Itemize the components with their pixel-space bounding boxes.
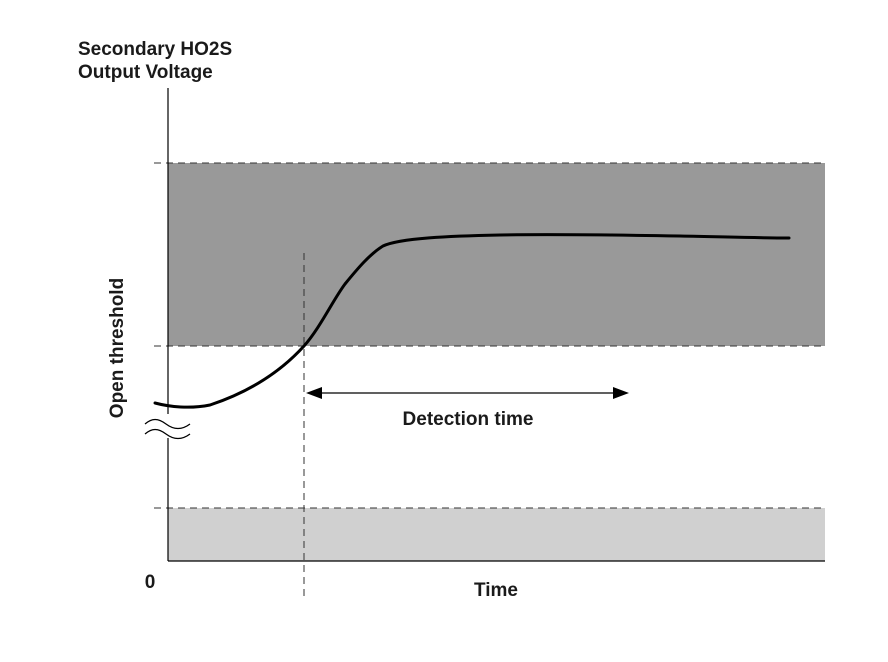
- detection-time-label: Detection time: [403, 409, 534, 430]
- voltage-curve: [153, 233, 791, 409]
- detection-time-arrow-left-head: [306, 387, 322, 399]
- detection-time-arrow-right-head: [613, 387, 629, 399]
- x-axis-label: Time: [474, 580, 518, 601]
- y-axis-title-line1: Secondary HO2S: [78, 39, 232, 60]
- y-axis-title-line2: Output Voltage: [78, 62, 213, 83]
- lower-voltage-band: [168, 508, 825, 561]
- upper-voltage-band: [168, 163, 825, 346]
- origin-label: 0: [145, 572, 156, 593]
- axis-break-icon: [144, 418, 191, 440]
- open-threshold-label: Open threshold: [107, 278, 128, 418]
